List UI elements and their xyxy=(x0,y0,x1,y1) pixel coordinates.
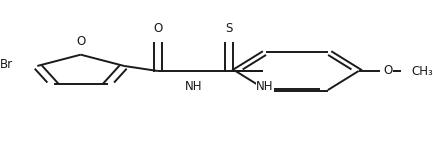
Text: Br: Br xyxy=(0,58,13,71)
Text: NH: NH xyxy=(185,80,202,93)
Text: O: O xyxy=(153,22,162,35)
Text: S: S xyxy=(226,22,233,35)
Text: CH₃: CH₃ xyxy=(412,64,433,78)
Text: O: O xyxy=(76,35,85,48)
Text: NH: NH xyxy=(256,80,274,93)
Text: O: O xyxy=(383,64,392,77)
